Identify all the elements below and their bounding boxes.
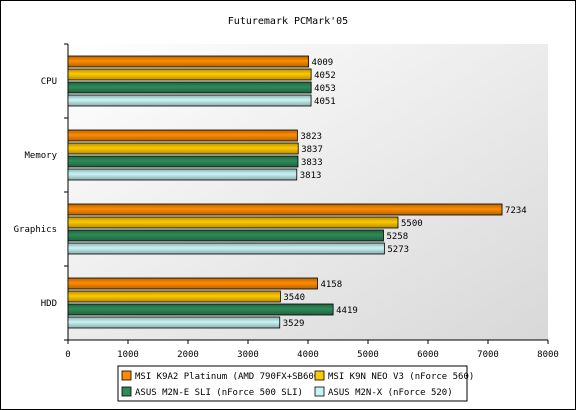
data-label: 3540 xyxy=(283,293,305,303)
data-label: 4052 xyxy=(314,71,336,81)
x-tick-label: 3000 xyxy=(237,350,259,360)
data-label: 3529 xyxy=(283,319,305,329)
legend-swatch xyxy=(121,386,132,397)
data-label: 3813 xyxy=(300,171,322,181)
data-label: 4158 xyxy=(320,280,342,290)
bar xyxy=(67,129,298,142)
x-tick-label: 8000 xyxy=(537,350,559,360)
data-label: 5500 xyxy=(401,219,423,229)
bar xyxy=(67,168,298,181)
bar xyxy=(67,290,281,303)
chart-title: Futuremark PCMark'05 xyxy=(228,16,348,27)
legend-label: ASUS M2N-X (nForce 520) xyxy=(328,388,453,398)
legend-swatch xyxy=(314,370,325,381)
y-category-label: HDD xyxy=(41,299,57,309)
y-category-label: Memory xyxy=(24,151,57,161)
data-label: 4053 xyxy=(314,84,336,94)
data-label: 4051 xyxy=(314,97,336,107)
data-label: 3837 xyxy=(301,145,323,155)
x-tick-label: 7000 xyxy=(477,350,499,360)
y-category-label: Graphics xyxy=(14,225,57,235)
data-label: 7234 xyxy=(505,206,527,216)
bar xyxy=(67,81,312,94)
bar xyxy=(67,277,318,290)
data-label: 4009 xyxy=(312,58,334,68)
legend-box xyxy=(117,365,468,402)
x-tick-label: 1000 xyxy=(117,350,139,360)
legend-label: ASUS M2N-E SLI (nForce 500 SLI) xyxy=(135,388,303,398)
bar xyxy=(67,55,309,68)
bar xyxy=(67,94,312,107)
x-tick-label: 6000 xyxy=(417,350,439,360)
bar xyxy=(67,316,281,329)
bar xyxy=(67,229,384,242)
x-tick-label: 4000 xyxy=(297,350,319,360)
x-tick-label: 5000 xyxy=(357,350,379,360)
y-category-label: CPU xyxy=(41,77,57,87)
legend-label: MSI K9N NEO V3 (nForce 560) xyxy=(328,372,474,382)
x-tick-label: 0 xyxy=(65,350,70,360)
x-tick-label: 2000 xyxy=(177,350,199,360)
legend-label: MSI K9A2 Platinum (AMD 790FX+SB600) xyxy=(135,372,325,382)
data-label: 5273 xyxy=(387,245,409,255)
bar xyxy=(67,68,312,81)
bar xyxy=(67,242,385,255)
data-label: 5258 xyxy=(386,232,408,242)
legend-swatch xyxy=(314,386,325,397)
bar xyxy=(67,155,299,168)
data-label: 3823 xyxy=(300,132,322,142)
bar xyxy=(67,142,299,155)
bar xyxy=(67,303,334,316)
data-label: 3833 xyxy=(301,158,323,168)
data-label: 4419 xyxy=(336,306,358,316)
legend-swatch xyxy=(121,370,132,381)
bar xyxy=(67,203,503,216)
bar xyxy=(67,216,399,229)
